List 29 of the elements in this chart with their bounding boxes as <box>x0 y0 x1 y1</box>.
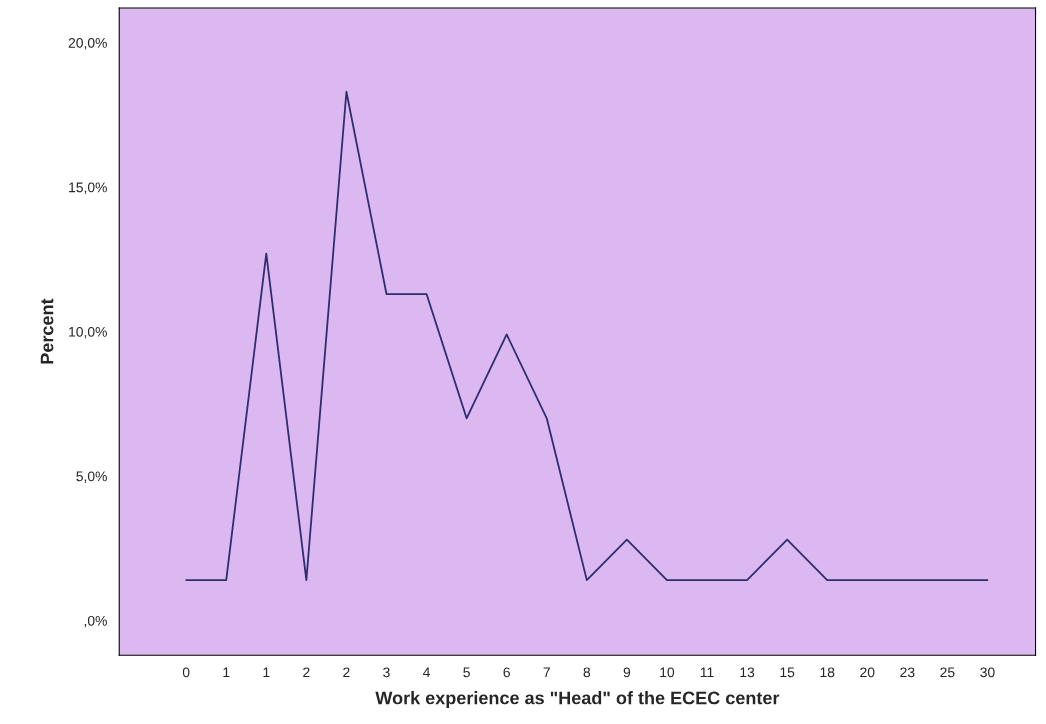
x-tick-label: 1 <box>223 667 230 678</box>
y-axis-title: Percent <box>40 298 54 364</box>
x-tick-label: 3 <box>383 667 390 678</box>
x-tick-label: 0 <box>182 667 190 678</box>
y-tick-label: 15,0% <box>69 182 107 194</box>
x-tick-label: 20 <box>860 667 875 678</box>
x-tick-label: 1 <box>263 667 270 678</box>
x-tick-label: 9 <box>623 667 631 678</box>
x-tick-label: 15 <box>780 667 795 678</box>
x-tick-label: 5 <box>463 667 470 678</box>
x-tick-label: 25 <box>940 667 955 678</box>
x-tick-label: 2 <box>343 667 350 678</box>
y-tick-label: 20,0% <box>68 37 107 50</box>
x-tick-label: 23 <box>900 667 915 678</box>
y-tick-label: 10,0% <box>69 326 107 339</box>
x-axis-title: Work experience as "Head" of the ECEC center <box>375 691 780 708</box>
line-series <box>185 90 989 581</box>
x-tick-label: 11 <box>700 667 714 678</box>
x-tick-label: 8 <box>583 667 591 678</box>
x-tick-label: 18 <box>820 667 835 678</box>
x-tick-label: 4 <box>423 667 430 678</box>
y-tick-label: 5,0% <box>76 471 107 483</box>
x-tick-label: 10 <box>660 667 675 678</box>
y-tick-label: ,0% <box>84 615 107 628</box>
x-tick-label: 2 <box>303 667 310 678</box>
x-tick-label: 30 <box>980 667 995 678</box>
x-tick-label: 7 <box>543 667 550 678</box>
x-tick-label: 6 <box>503 667 510 678</box>
x-tick-label: 13 <box>740 667 755 678</box>
